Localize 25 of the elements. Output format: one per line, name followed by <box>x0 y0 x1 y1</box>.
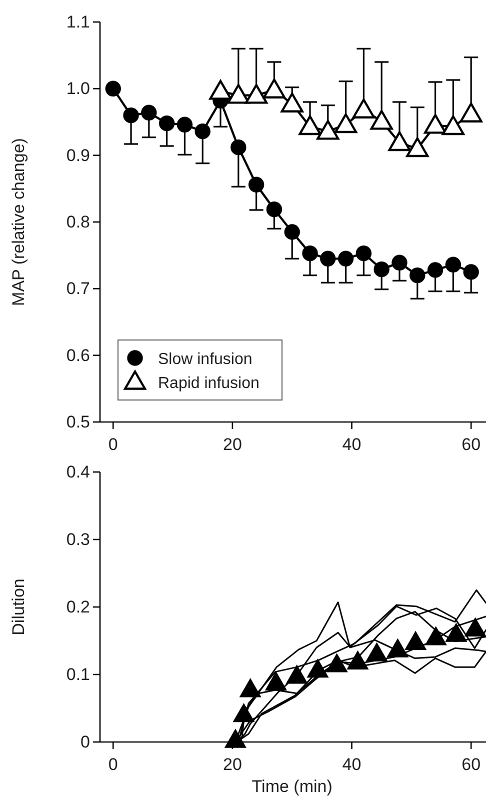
y-tick-label: 0.7 <box>66 279 90 298</box>
x-tick-label: 40 <box>342 754 362 774</box>
legend-label: Rapid infusion <box>158 375 260 392</box>
x-axis-title: Time (min) <box>252 777 332 796</box>
y-tick-label: 0.2 <box>66 597 90 616</box>
y-tick-label: 0.3 <box>66 530 90 549</box>
legend-label: Slow infusion <box>158 351 252 368</box>
y-axis-title: MAP (relative change) <box>9 138 28 306</box>
y-tick-label: 1.1 <box>66 12 90 32</box>
x-tick-label: 40 <box>342 434 362 454</box>
x-tick-label: 20 <box>222 754 242 774</box>
y-tick-label: 0.8 <box>66 212 90 232</box>
y-tick-label: 1.0 <box>66 79 90 98</box>
y-tick-label: 0.4 <box>66 462 90 482</box>
x-tick-label: 0 <box>108 754 118 774</box>
y-tick-label: 0.5 <box>66 412 90 432</box>
x-tick-label: 60 <box>462 754 481 774</box>
y-axis-title: Dilution <box>9 578 28 636</box>
y-tick-label: 0.1 <box>66 664 90 684</box>
x-tick-label: 0 <box>108 434 118 454</box>
x-tick-label: 60 <box>462 434 481 454</box>
y-tick-label: 0 <box>80 732 90 752</box>
y-tick-label: 0.6 <box>66 346 90 365</box>
x-tick-label: 20 <box>222 434 242 454</box>
y-tick-label: 0.9 <box>66 146 90 165</box>
